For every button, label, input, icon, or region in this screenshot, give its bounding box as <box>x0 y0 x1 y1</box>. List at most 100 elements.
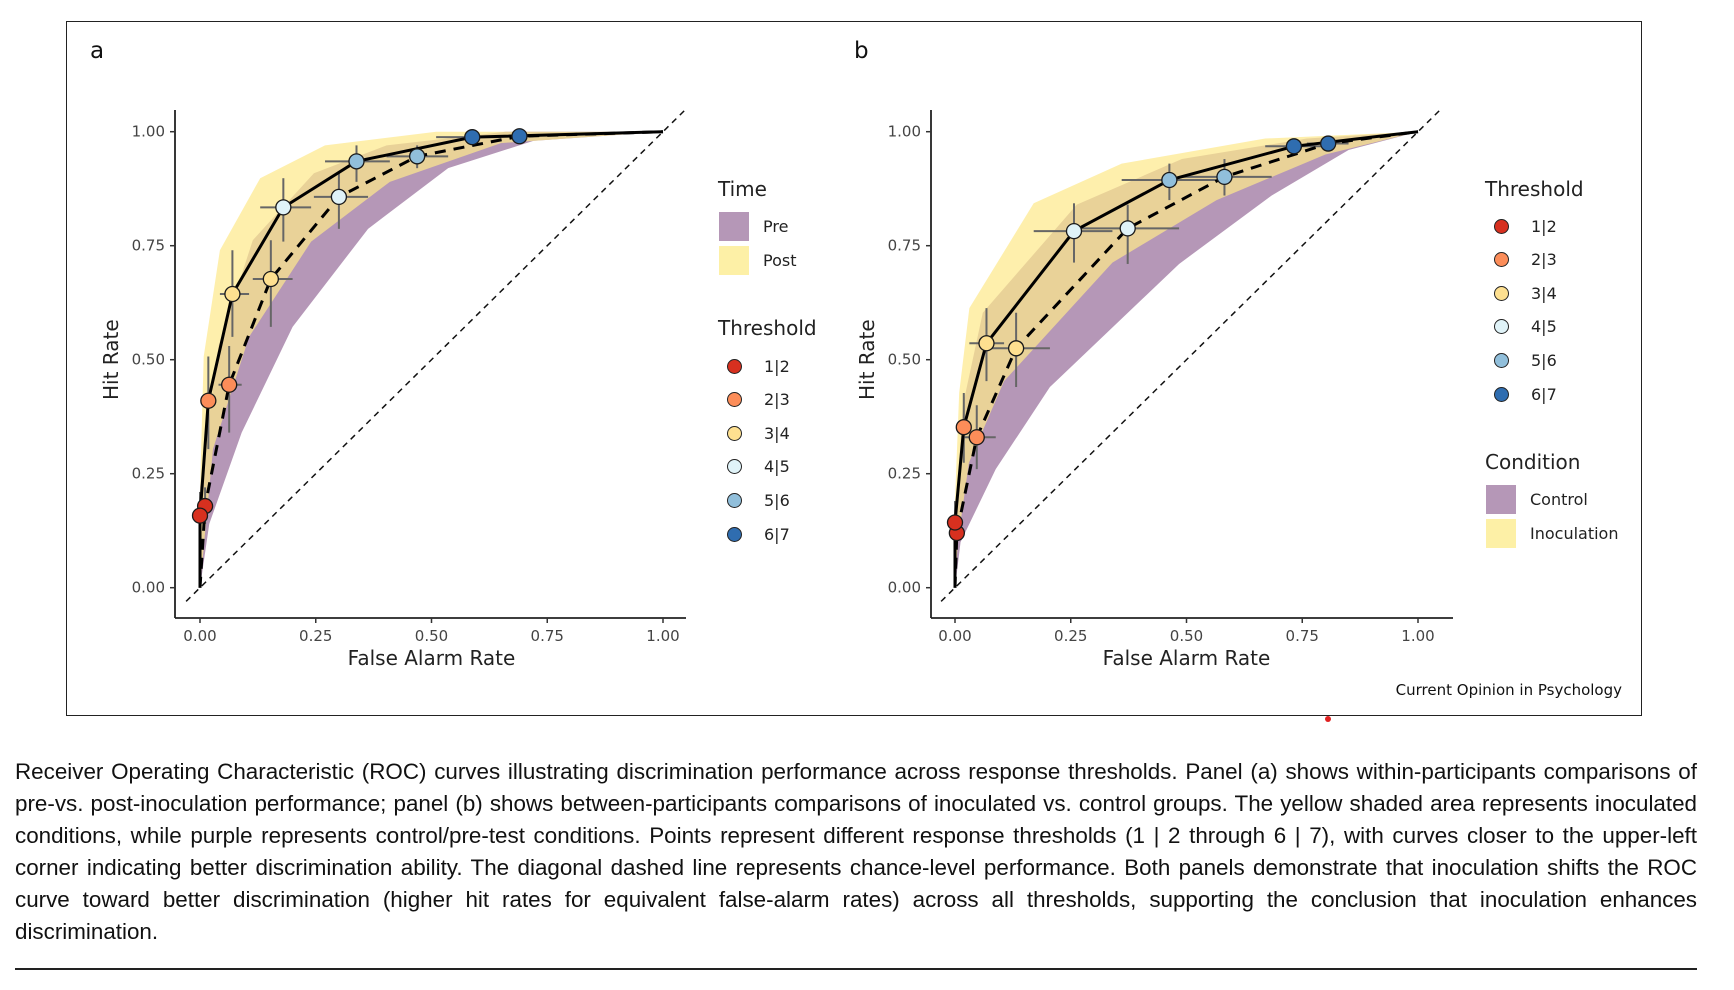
legend-item-threshold-6: 6|7 <box>1486 379 1557 409</box>
legend-label: 5|6 <box>764 490 790 510</box>
panel-label-b: b <box>854 38 869 64</box>
y-tick-label: 0.50 <box>888 351 921 369</box>
threshold-dot-icon <box>727 425 742 441</box>
legend-label: 3|4 <box>764 423 790 443</box>
x-tick-label: 0.50 <box>1170 627 1203 645</box>
legend-label: 1|2 <box>1531 216 1557 236</box>
legend-condition-title: Condition <box>1485 450 1581 474</box>
legend-item-threshold-3: 3|4 <box>719 418 790 448</box>
legend-item-threshold-4: 4|5 <box>1486 312 1557 342</box>
legend-time-title: Time <box>718 177 767 201</box>
y-tick-label: 0.25 <box>888 465 921 483</box>
legend-item-post: Post <box>719 245 796 275</box>
chance-diagonal <box>940 108 1442 602</box>
threshold-dot-icon <box>1494 352 1509 368</box>
y-tick-label: 0.50 <box>132 351 165 369</box>
point-post-threshold-1 <box>191 507 209 524</box>
legend-threshold-title: Threshold <box>1485 177 1584 201</box>
legend-item-threshold-2: 2|3 <box>719 385 790 415</box>
legend-item-inoculation: Inoculation <box>1486 518 1618 548</box>
legend-item-control: Control <box>1486 484 1588 514</box>
point-inoculation-threshold-3 <box>978 335 995 352</box>
marker-dot <box>1325 716 1331 722</box>
roc-line-post <box>198 130 664 588</box>
threshold-dot-icon <box>1494 386 1509 402</box>
x-tick-label: 1.00 <box>646 627 679 645</box>
point-control-threshold-2 <box>968 429 985 446</box>
point-pre-threshold-2 <box>221 376 238 393</box>
legend-label: 2|3 <box>1531 250 1557 270</box>
pre-swatch <box>719 211 749 241</box>
legend-item-threshold-1: 1|2 <box>1486 211 1557 241</box>
threshold-dot-icon <box>727 459 742 475</box>
point-post-threshold-2 <box>200 392 217 409</box>
legend-label: Post <box>763 250 797 270</box>
threshold-dot-icon <box>1494 285 1509 301</box>
threshold-dot-icon <box>1494 252 1509 268</box>
y-tick-label: 1.00 <box>888 123 921 141</box>
point-control-threshold-6 <box>1320 135 1337 152</box>
point-post-threshold-3 <box>224 285 241 303</box>
legend-item-threshold-2: 2|3 <box>1486 245 1557 275</box>
legend-item-pre: Pre <box>719 211 788 241</box>
figure-frame <box>66 21 1642 716</box>
y-axis-title: Hit Rate <box>99 319 123 400</box>
threshold-dot-icon <box>1494 218 1509 234</box>
x-tick-label: 0.00 <box>938 627 971 645</box>
legend-item-threshold-1: 1|2 <box>719 351 790 381</box>
legend-label: 3|4 <box>1531 283 1557 303</box>
y-tick-label: 0.75 <box>888 237 921 255</box>
point-post-threshold-4 <box>275 199 292 216</box>
x-tick-label: 0.25 <box>1054 627 1087 645</box>
panel-label-a: a <box>90 38 105 64</box>
point-pre-threshold-4 <box>330 188 348 206</box>
threshold-dot-icon <box>727 358 742 374</box>
legend-item-threshold-4: 4|5 <box>719 452 790 482</box>
point-post-threshold-6 <box>464 129 481 146</box>
threshold-dot-icon <box>727 492 742 508</box>
point-inoculation-threshold-1 <box>946 514 964 531</box>
legend-label: 4|5 <box>1531 317 1557 337</box>
roc-line-inoculation <box>953 130 1419 588</box>
point-control-threshold-3 <box>1007 340 1025 357</box>
y-tick-label: 0.00 <box>132 579 165 597</box>
y-tick-label: 0.00 <box>888 579 921 597</box>
threshold-dot-icon <box>727 526 742 542</box>
point-inoculation-threshold-2 <box>955 419 972 436</box>
point-inoculation-threshold-5 <box>1161 171 1178 189</box>
x-tick-label: 0.25 <box>299 627 332 645</box>
divider <box>15 968 1697 970</box>
threshold-dot-icon <box>727 392 742 408</box>
legend-item-threshold-5: 5|6 <box>1486 345 1557 375</box>
x-tick-label: 0.50 <box>415 627 448 645</box>
legend-item-threshold-5: 5|6 <box>719 485 790 515</box>
point-control-threshold-4 <box>1119 220 1136 237</box>
plot-panel-b: 0.00 0.25 0.50 0.75 1.00 0.00 0.25 0.50 0.75 1.00… <box>855 108 1453 670</box>
x-tick-label: 0.75 <box>1286 627 1319 645</box>
legend-item-threshold-3: 3|4 <box>1486 278 1557 308</box>
legend-label: 5|6 <box>1531 350 1557 370</box>
x-tick-label: 0.75 <box>531 627 564 645</box>
point-inoculation-threshold-6 <box>1285 138 1303 155</box>
y-tick-label: 0.25 <box>132 465 165 483</box>
legend-label: 2|3 <box>764 390 790 410</box>
post-swatch <box>719 245 749 275</box>
source-credit: Current Opinion in Psychology <box>1395 681 1622 699</box>
legend-label: 6|7 <box>1531 384 1557 404</box>
point-pre-threshold-6 <box>511 128 528 145</box>
legend-label: Inoculation <box>1530 523 1619 543</box>
ribbon-inoculation <box>955 131 1418 588</box>
point-control-threshold-5 <box>1216 168 1233 185</box>
roc-line-control <box>953 130 1419 588</box>
threshold-dot-icon <box>1494 319 1509 335</box>
point-pre-threshold-3 <box>262 270 279 288</box>
y-axis-title: Hit Rate <box>855 319 879 400</box>
point-inoculation-threshold-4 <box>1065 222 1083 240</box>
inoculation-swatch <box>1486 518 1516 548</box>
legend-item-threshold-6: 6|7 <box>719 519 790 549</box>
figure-caption: Receiver Operating Characteristic (ROC) … <box>15 759 1697 944</box>
point-post-threshold-5 <box>348 153 365 170</box>
point-pre-threshold-5 <box>408 148 426 165</box>
y-tick-label: 1.00 <box>132 123 165 141</box>
